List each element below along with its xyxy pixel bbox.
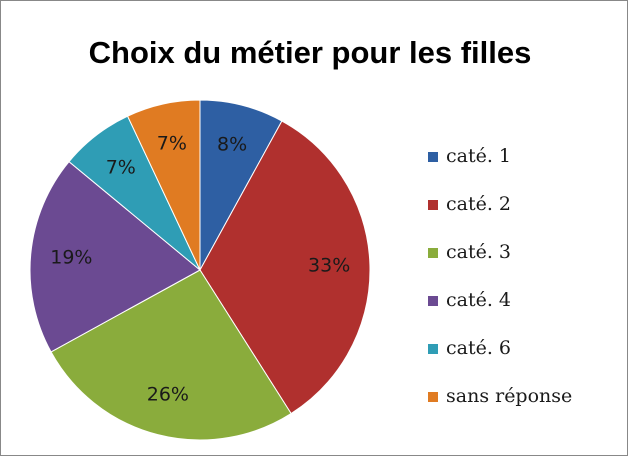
legend-label: sans réponse [446, 385, 572, 407]
data-label: 19% [50, 246, 92, 268]
pie-slice [126, 99, 201, 271]
chart-title: Choix du métier pour les filles [89, 35, 532, 70]
legend-label: caté. 3 [446, 241, 511, 263]
legend-swatch [428, 248, 438, 258]
pie-slice [199, 120, 371, 415]
legend-label: caté. 6 [446, 337, 511, 359]
pie-slice [50, 269, 292, 441]
legend-swatch [428, 152, 438, 162]
legend-swatch [428, 200, 438, 210]
data-label: 8% [217, 133, 247, 155]
data-label: 7% [157, 132, 187, 154]
pie-slice [29, 160, 201, 353]
legend-label: caté. 1 [446, 145, 511, 167]
data-label: 7% [106, 156, 136, 178]
legend-swatch [428, 296, 438, 306]
legend-label: caté. 4 [446, 289, 511, 311]
data-label: 33% [308, 254, 350, 276]
legend-swatch [428, 392, 438, 402]
legend-swatch [428, 344, 438, 354]
data-label: 26% [147, 384, 189, 406]
legend-label: caté. 2 [446, 193, 511, 215]
